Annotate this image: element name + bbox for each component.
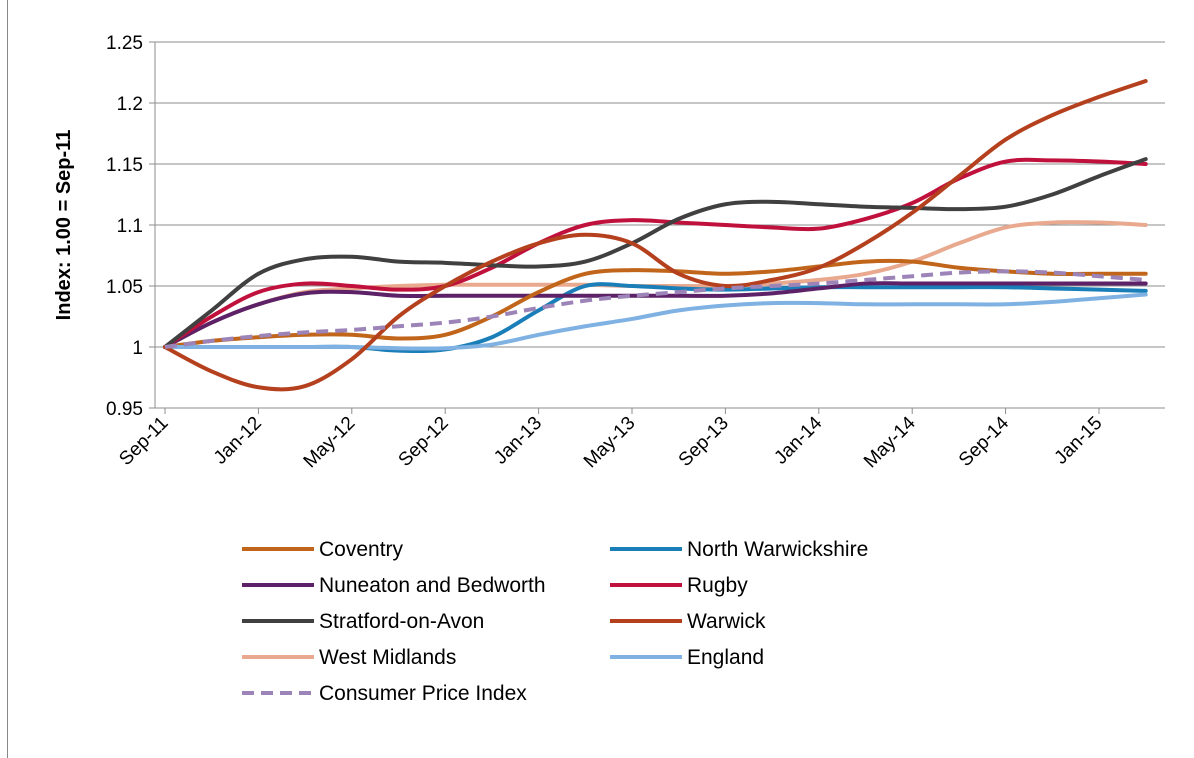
x-tick-label: Jan-12 [210,413,266,469]
legend-label: Warwick [687,610,766,633]
y-tick-label: 1.05 [106,277,143,298]
legend-label: West Midlands [319,646,456,669]
x-tick-label: Jan-13 [490,413,546,469]
y-tick-label: 1.15 [106,155,143,176]
x-tick-label: Sep-12 [395,413,453,471]
legend: Coventry North Warwickshire Nuneaton and B… [242,538,868,705]
x-tick-label: May-12 [300,413,360,473]
series-lines [163,79,1148,392]
x-tick-label: Sep-11 [115,413,172,470]
legend-label: Consumer Price Index [319,682,527,705]
y-tick-label: 1.25 [106,33,143,54]
y-tick-label: 1.2 [117,94,143,115]
series-line-nuneaton-and-bedworth [163,281,1148,349]
x-tick-label: Jan-15 [1051,413,1107,469]
y-tick-label: 0.95 [106,399,143,420]
y-axis-title: Index: 1.00 = Sep-11 [53,130,75,321]
axes [154,42,1165,409]
y-tick-label: 1.1 [117,216,143,237]
legend-label: Coventry [319,538,404,561]
y-axis-title-group: Index: 1.00 = Sep-11 [53,130,75,321]
legend-label: North Warwickshire [687,538,868,561]
series-line-stratford-on-avon [163,157,1148,349]
x-tick-labels: Sep-11 Jan-12 May-12 Sep-12 Jan-13 May-13 Sep-… [115,408,1107,473]
x-tick-label: May-13 [580,413,640,473]
y-tick-labels: 0.95 1 1.05 1.1 1.15 1.2 1.25 [106,33,143,420]
legend-label: Rugby [687,574,748,597]
legend-label: England [687,646,764,669]
y-tick-label: 1 [132,338,143,359]
series-line-england [163,292,1148,351]
series-line-consumer-price-index [164,269,1146,349]
legend-label: Nuneaton and Bedworth [319,574,546,597]
series-line-rugby [163,157,1148,349]
series-line-warwick [163,79,1148,392]
x-tick-label: Sep-14 [955,412,1013,470]
legend-label: Stratford-on-Avon [319,610,484,633]
x-tick-label: Jan-14 [770,412,826,468]
x-tick-label: May-14 [860,412,920,472]
x-tick-label: Sep-13 [675,413,733,471]
